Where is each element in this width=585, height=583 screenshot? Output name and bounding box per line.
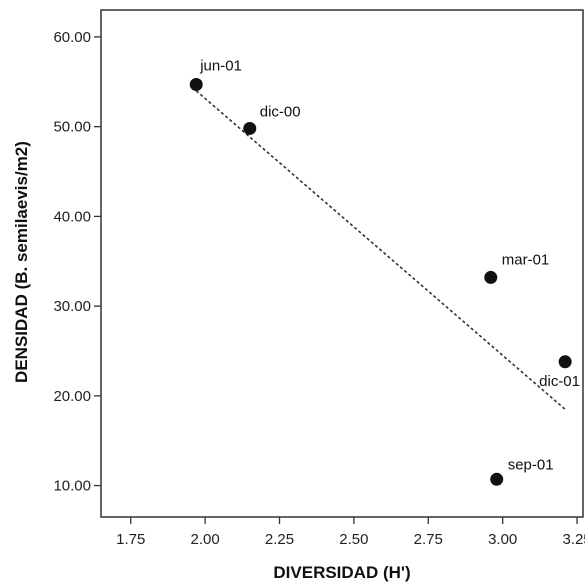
x-tick-label: 3.00 [488, 531, 517, 548]
trend-line [195, 90, 566, 410]
data-point [484, 270, 498, 284]
point-label: sep-01 [508, 456, 554, 473]
y-tick-label: 40.00 [53, 208, 91, 225]
x-tick-label: 3.25 [562, 531, 585, 548]
x-tick-label: 2.75 [414, 531, 443, 548]
data-point [558, 355, 572, 369]
data-point [243, 121, 257, 135]
x-axis: 1.75 2.00 2.25 2.50 2.75 3.00 3.25 [116, 517, 585, 548]
data-point [189, 77, 203, 91]
y-tick-label: 10.00 [53, 478, 91, 495]
y-axis-title: DENSIDAD (B. semilaevis/m2) [12, 141, 31, 383]
data-point [490, 472, 504, 486]
y-axis: 10.00 20.00 30.00 40.00 50.00 60.00 [53, 29, 101, 495]
x-tick-label: 2.50 [339, 531, 368, 548]
y-tick-label: 50.00 [53, 119, 91, 136]
point-label: dic-01 [539, 373, 580, 390]
point-label: mar-01 [502, 251, 550, 268]
x-tick-label: 1.75 [116, 531, 145, 548]
x-tick-label: 2.25 [265, 531, 294, 548]
y-tick-label: 30.00 [53, 298, 91, 315]
point-label: jun-01 [199, 57, 242, 74]
plot-frame [100, 9, 584, 518]
x-tick-label: 2.00 [191, 531, 220, 548]
x-axis-title: DIVERSIDAD (H') [273, 563, 410, 582]
point-label: dic-00 [260, 103, 301, 120]
y-tick-label: 60.00 [53, 29, 91, 46]
y-tick-label: 20.00 [53, 388, 91, 405]
